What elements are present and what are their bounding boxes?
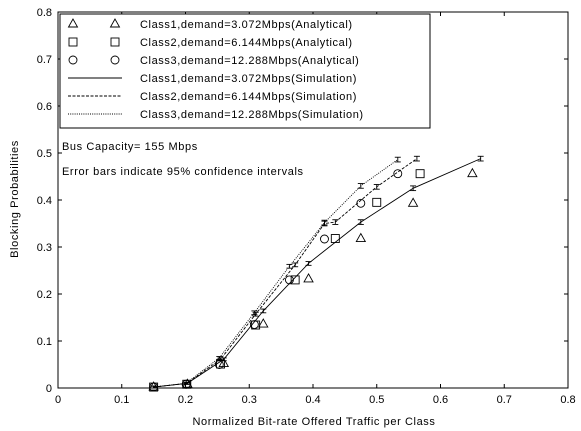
legend-swatch	[110, 55, 120, 65]
series-line	[153, 159, 399, 388]
x-tick-label: 0.8	[560, 394, 575, 406]
y-tick-label: 0.3	[37, 242, 52, 254]
y-tick-label: 0.5	[37, 148, 52, 160]
legend-entry: Class2,demand=6.144Mbps(Simulation)	[68, 91, 357, 103]
x-tick-label: 0.1	[114, 394, 129, 406]
data-point	[218, 357, 230, 368]
data-point	[290, 275, 300, 285]
legend: Class1,demand=3.072Mbps(Analytical) Class…	[59, 13, 431, 129]
legend-label: Class2,demand=6.144Mbps(Simulation)	[140, 91, 357, 103]
data-point	[407, 197, 419, 207]
x-axis-label: Normalized Bit-rate Offered Traffic per …	[192, 416, 435, 428]
x-tick-label: 0.3	[242, 394, 257, 406]
legend-entry: Class3,demand=12.288Mbps(Analytical)	[68, 55, 359, 67]
data-point	[467, 167, 478, 178]
y-tick-label: 0.2	[37, 289, 52, 301]
series-line	[153, 158, 418, 388]
x-tick-label: 0.2	[178, 394, 193, 406]
y-tick-label: 0.4	[37, 195, 52, 207]
y-tick-label: 0.7	[37, 54, 52, 66]
series-5	[150, 155, 420, 389]
bus-capacity-annotation: Bus Capacity= 155 Mbps	[62, 141, 198, 153]
series-line	[153, 158, 481, 388]
legend-swatch	[109, 18, 121, 28]
legend-swatch	[67, 18, 79, 28]
legend-label: Class2,demand=6.144Mbps(Analytical)	[140, 37, 353, 49]
y-tick-label: 0.1	[37, 336, 52, 348]
series-2	[149, 169, 425, 392]
y-axis: 0 0.1 0.2 0.3 0.4 0.5 0.6 0.7 0.8	[37, 7, 568, 395]
x-tick-label: 0.4	[305, 394, 320, 406]
legend-swatch	[68, 37, 78, 47]
x-tick-label: 0.7	[497, 394, 512, 406]
data-point	[330, 234, 340, 243]
legend-entry: Class1,demand=3.072Mbps(Simulation)	[68, 73, 357, 85]
series-layer	[148, 155, 484, 392]
data-point	[249, 320, 259, 329]
series-3	[149, 169, 403, 392]
x-tick-label: 0.6	[433, 394, 448, 406]
series-4	[150, 155, 484, 389]
series-1	[148, 167, 478, 391]
legend-box	[59, 13, 431, 129]
error-bars-annotation: Error bars indicate 95% confidence inter…	[62, 166, 304, 178]
y-tick-label: 0.8	[37, 7, 52, 19]
x-tick-label: 0.5	[369, 394, 384, 406]
data-point	[355, 232, 367, 242]
x-tick-label: 0	[55, 394, 61, 406]
legend-entry: Class1,demand=3.072Mbps(Analytical)	[67, 18, 353, 31]
y-axis-label: Blocking Probabilities	[9, 140, 21, 258]
data-point	[320, 234, 329, 244]
legend-entry: Class3,demand=12.288Mbps(Simulation)	[68, 109, 364, 121]
legend-entry: Class2,demand=6.144Mbps(Analytical)	[68, 37, 353, 49]
legend-label: Class3,demand=12.288Mbps(Analytical)	[140, 55, 359, 67]
data-point	[372, 197, 382, 207]
legend-label: Class1,demand=3.072Mbps(Analytical)	[140, 19, 353, 31]
legend-label: Class1,demand=3.072Mbps(Simulation)	[140, 73, 357, 85]
legend-swatch	[68, 55, 78, 65]
y-tick-label: 0.6	[37, 101, 52, 113]
data-point	[258, 318, 269, 328]
y-tick-label: 0	[46, 383, 52, 395]
series-6	[150, 156, 401, 389]
data-point	[393, 169, 403, 179]
data-point	[303, 273, 314, 283]
legend-label: Class3,demand=12.288Mbps(Simulation)	[140, 109, 364, 121]
legend-swatch	[110, 37, 120, 47]
data-point	[415, 169, 425, 179]
